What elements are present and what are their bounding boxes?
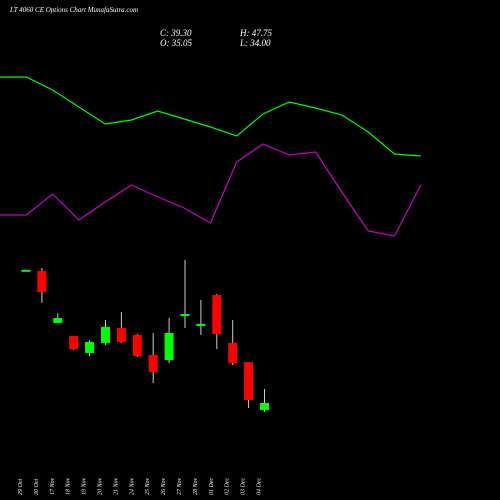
candle-body <box>212 295 222 335</box>
candle-body <box>53 318 63 323</box>
x-tick-label: 29 Oct <box>18 479 24 495</box>
candle-body <box>132 335 142 356</box>
x-tick-label: 18 Nov <box>66 477 72 495</box>
x-tick-label: 28 Nov <box>193 477 199 495</box>
x-tick-label: 27 Nov <box>177 477 183 495</box>
chart-title: LT 4060 CE Options Chart MunafaSutra.com <box>9 6 138 14</box>
candle-body <box>37 270 47 292</box>
candle-body <box>69 335 79 350</box>
x-tick-label: 25 Nov <box>145 477 151 495</box>
x-tick-label: 01 Dec <box>209 478 215 495</box>
indicator-line <box>0 143 422 237</box>
candle-body <box>101 326 110 343</box>
candle-body <box>148 354 158 372</box>
close-label: C: 39.30 <box>160 28 192 38</box>
candle-body <box>85 341 95 353</box>
candle-body <box>260 403 269 411</box>
open-label: O: 35.05 <box>160 38 192 48</box>
candle-body <box>228 342 238 364</box>
x-tick-label: 26 Nov <box>161 477 167 495</box>
x-tick-label: 03 Dec <box>241 478 247 495</box>
high-label: H: 47.75 <box>239 28 272 38</box>
indicator-line <box>0 76 421 157</box>
x-tick-label: 30 Oct <box>34 479 40 496</box>
candle-body <box>116 328 126 342</box>
low-label: L: 34.00 <box>239 38 271 48</box>
x-tick-label: 24 Nov <box>128 477 135 495</box>
candle-body <box>244 362 254 401</box>
x-tick-label: 02 Dec <box>225 478 231 495</box>
candle-body <box>196 323 206 326</box>
x-tick-label: 20 Nov <box>98 477 104 495</box>
candle-body <box>164 333 174 361</box>
candle-body <box>21 269 31 272</box>
x-tick-label: 19 Nov <box>82 477 88 495</box>
x-tick-label: 17 Nov <box>50 477 56 495</box>
candle-body <box>180 314 190 317</box>
x-tick-label: 21 Nov <box>113 477 119 495</box>
x-tick-label: 04 Dec <box>256 478 263 495</box>
